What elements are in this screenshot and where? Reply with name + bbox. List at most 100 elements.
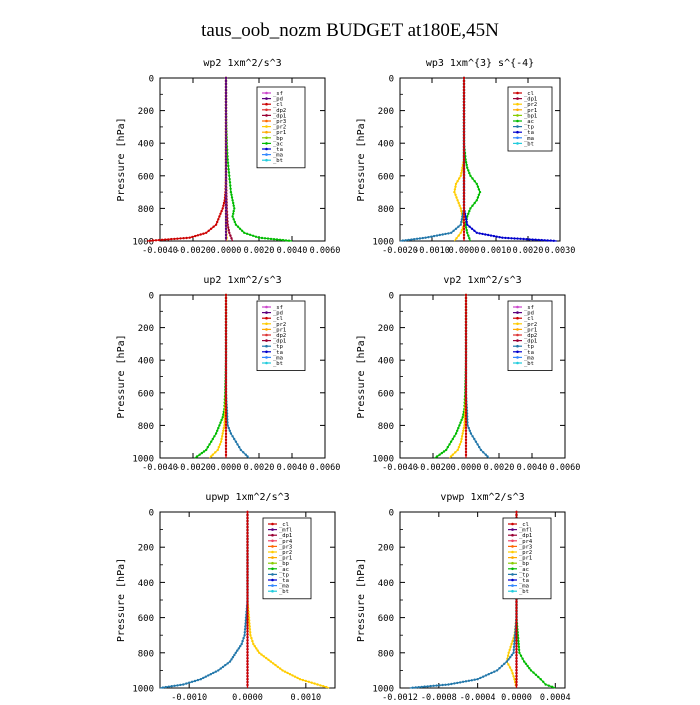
data-point bbox=[246, 528, 249, 532]
data-point bbox=[540, 238, 543, 242]
y-axis-label: Pressure [hPa] bbox=[356, 558, 367, 642]
data-point bbox=[246, 674, 249, 678]
y-tick-label: 0 bbox=[149, 292, 154, 302]
data-point bbox=[464, 405, 468, 408]
data-point bbox=[224, 384, 228, 387]
data-point bbox=[515, 627, 518, 630]
data-point bbox=[435, 455, 439, 458]
data-point bbox=[464, 423, 468, 426]
data-point bbox=[467, 679, 471, 682]
data-point bbox=[246, 561, 249, 564]
data-point bbox=[242, 451, 245, 454]
data-point bbox=[224, 185, 228, 188]
legend-label: _ta bbox=[273, 147, 283, 153]
legend-label: _cl bbox=[273, 316, 283, 322]
data-point bbox=[517, 648, 521, 652]
data-point bbox=[205, 448, 208, 452]
legend-marker bbox=[265, 350, 268, 354]
data-point bbox=[243, 231, 246, 234]
legend-label: _pr1 bbox=[273, 130, 286, 136]
legend-label: _pr3 bbox=[519, 544, 532, 550]
data-point bbox=[246, 665, 249, 669]
legend-label: _tp bbox=[273, 344, 283, 350]
x-tick-label: 0.0060 bbox=[310, 246, 341, 256]
data-point bbox=[515, 612, 518, 615]
y-tick-label: 200 bbox=[378, 324, 394, 334]
data-point bbox=[224, 360, 228, 363]
data-point bbox=[475, 182, 478, 186]
data-point bbox=[219, 212, 222, 215]
data-point bbox=[479, 676, 482, 680]
legend-label: _ac bbox=[279, 567, 289, 573]
legend-marker bbox=[516, 97, 519, 100]
data-point bbox=[464, 393, 468, 396]
y-tick-label: 400 bbox=[378, 140, 394, 150]
y-tick-label: 600 bbox=[138, 172, 154, 182]
data-point bbox=[464, 399, 468, 402]
data-point bbox=[244, 622, 247, 625]
data-point bbox=[534, 238, 537, 241]
legend-label: _pr2 bbox=[524, 102, 537, 108]
data-point bbox=[456, 448, 459, 452]
data-point bbox=[524, 662, 528, 665]
legend-marker bbox=[511, 522, 514, 526]
data-point bbox=[224, 88, 228, 92]
data-point bbox=[441, 233, 444, 236]
data-point bbox=[515, 657, 518, 660]
data-point bbox=[468, 225, 471, 228]
data-point bbox=[460, 220, 463, 224]
data-point bbox=[224, 110, 228, 113]
data-point bbox=[218, 443, 222, 446]
legend-label: _pr1 bbox=[524, 108, 537, 114]
data-point bbox=[222, 426, 225, 430]
data-point bbox=[224, 348, 228, 351]
data-point bbox=[210, 440, 213, 443]
data-point bbox=[243, 628, 247, 631]
legend-marker bbox=[271, 522, 274, 526]
data-point bbox=[505, 660, 508, 663]
data-point bbox=[241, 639, 244, 643]
data-point bbox=[219, 667, 222, 670]
data-point bbox=[462, 206, 466, 209]
data-point bbox=[464, 432, 468, 436]
data-point bbox=[523, 660, 526, 663]
data-point bbox=[160, 238, 164, 241]
data-point bbox=[465, 228, 468, 232]
data-point bbox=[407, 238, 410, 242]
x-tick-label: -0.0040 bbox=[142, 463, 178, 473]
data-point bbox=[298, 678, 302, 681]
data-point bbox=[464, 333, 468, 336]
legend-label: _ma bbox=[273, 153, 283, 159]
data-point bbox=[279, 667, 282, 670]
x-tick-label: 0.0040 bbox=[277, 246, 308, 256]
data-point bbox=[220, 209, 223, 213]
series-line bbox=[465, 295, 490, 459]
data-point bbox=[307, 680, 310, 683]
data-point bbox=[469, 174, 472, 177]
data-point bbox=[167, 685, 170, 688]
data-point bbox=[224, 76, 228, 80]
data-point bbox=[246, 570, 249, 573]
data-point bbox=[224, 390, 228, 393]
data-point bbox=[459, 231, 462, 234]
x-tick-label: 0.0020 bbox=[513, 246, 544, 256]
data-point bbox=[246, 600, 249, 603]
data-point bbox=[455, 237, 458, 240]
data-point bbox=[401, 239, 404, 242]
data-point bbox=[462, 233, 466, 237]
data-point bbox=[185, 682, 188, 685]
data-point bbox=[217, 218, 220, 221]
data-point bbox=[224, 311, 228, 315]
panel-title: vpwp 1xm^2/s^3 bbox=[440, 492, 524, 503]
y-tick-label: 0 bbox=[149, 509, 154, 519]
data-point bbox=[429, 684, 432, 688]
y-axis-label: Pressure [hPa] bbox=[116, 334, 127, 418]
data-point bbox=[224, 209, 228, 212]
series-pr2 bbox=[449, 293, 468, 459]
data-point bbox=[224, 146, 228, 149]
series-pd bbox=[224, 76, 228, 241]
data-point bbox=[462, 149, 466, 152]
legend-label: _sf bbox=[273, 91, 283, 97]
legend-label: _dp1 bbox=[524, 339, 537, 345]
data-point bbox=[170, 685, 173, 688]
